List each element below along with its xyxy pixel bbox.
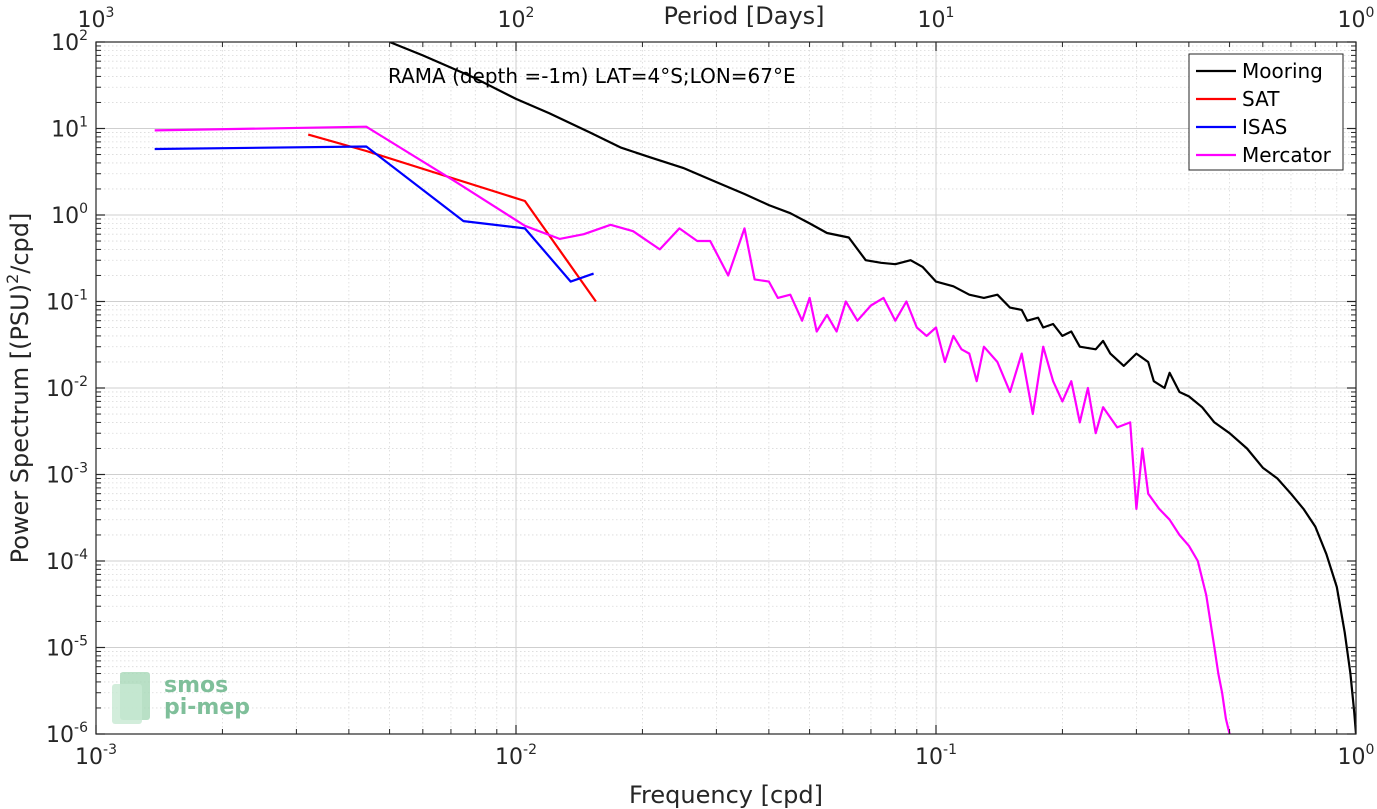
y-tick-label: 10-3 [46,461,88,489]
legend-label-sat: SAT [1242,87,1280,111]
y-tick-label: 102 [51,28,88,56]
x-tick-label: 10-2 [495,742,537,770]
x-tick-label: 10-1 [915,742,957,770]
y-tick-label: 100 [51,201,88,229]
y-tick-label: 10-6 [46,720,88,748]
y-tick-label: 10-1 [46,288,88,316]
y-tick-label: 101 [51,115,88,143]
x-tick-label: 10-3 [75,742,117,770]
logo-line1: smos [164,673,228,698]
y-tick-label: 10-4 [46,547,88,575]
logo-line2: pi-mep [164,695,250,720]
major-grid [95,41,1357,735]
station-annotation: RAMA (depth =-1m) LAT=4°S;LON=67°E [388,64,796,88]
tick-marks [95,41,1357,735]
y-axis-label-tail: /cpd] [6,213,34,274]
legend-label-isas: ISAS [1242,115,1287,139]
y-axis-label: Power Spectrum [(PSU)2/cpd] [3,213,34,564]
minor-grid [96,42,1356,734]
y-tick-label: 10-2 [46,374,88,402]
x-axis-label: Frequency [cpd] [629,781,823,809]
legend-label-mooring: Mooring [1242,59,1323,83]
y-tick-label: 10-5 [46,634,88,662]
series-line-mercator [154,125,1231,734]
y-axis-label-main: Power Spectrum [(PSU) [6,284,34,563]
top-tick-label: 100 [1338,5,1375,33]
top-axis-label: Period [Days] [663,2,824,30]
smos-pi-mep-logo: smos pi-mep [112,672,250,724]
y-axis-label-sup: 2 [3,274,22,284]
series-line-sat [307,133,597,303]
x-tick-label: 100 [1338,742,1375,770]
top-tick-label: 102 [498,5,535,33]
series-line-isas [154,145,594,283]
top-tick-label: 101 [918,5,955,33]
top-tick-label: 103 [78,5,115,33]
series-layer [154,42,1356,734]
logo-mark-back [112,684,142,724]
legend: Mooring SAT ISAS Mercator [1188,53,1344,171]
legend-label-mercator: Mercator [1242,143,1332,167]
series-line-mooring [389,42,1356,734]
legend-box [1188,53,1344,171]
